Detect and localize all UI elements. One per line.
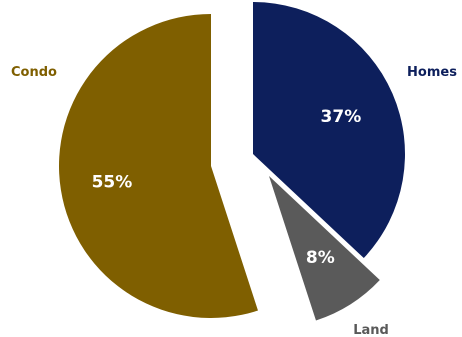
- slice-percent-homes: 37%: [321, 107, 362, 127]
- slice-percent-condo: 55%: [92, 173, 133, 193]
- slice-percent-land: 8%: [306, 248, 335, 268]
- slice-name-land: Land: [353, 323, 389, 337]
- slice-name-homes: Homes: [407, 65, 457, 80]
- slice-name-condo: Condo: [11, 65, 57, 80]
- pie-slice-condo: [58, 14, 258, 318]
- pie-slice-homes: [253, 2, 405, 259]
- pie-slice-land: [269, 176, 380, 321]
